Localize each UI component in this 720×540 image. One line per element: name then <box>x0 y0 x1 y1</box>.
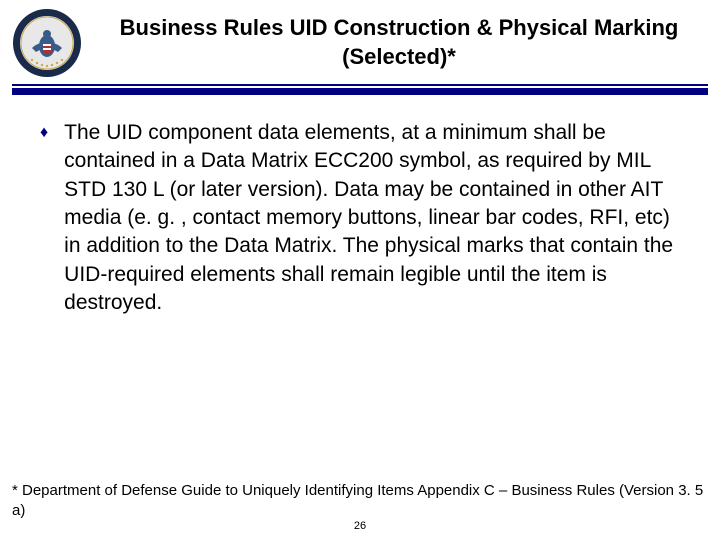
page-number: 26 <box>0 520 720 532</box>
title-line-2: (Selected)* <box>342 44 456 69</box>
slide-body: ♦ The UID component data elements, at a … <box>0 95 720 317</box>
title-rule <box>0 84 720 95</box>
bullet-item: ♦ The UID component data elements, at a … <box>40 119 680 317</box>
rule-thick <box>12 88 708 95</box>
rule-thin <box>12 84 708 86</box>
slide-header: Business Rules UID Construction & Physic… <box>0 0 720 82</box>
diamond-bullet-icon: ♦ <box>40 122 48 144</box>
slide-title: Business Rules UID Construction & Physic… <box>82 14 708 71</box>
title-line-1: Business Rules UID Construction & Physic… <box>120 15 679 40</box>
footnote: * Department of Defense Guide to Uniquel… <box>12 481 708 520</box>
dod-seal-icon <box>12 8 82 78</box>
bullet-text: The UID component data elements, at a mi… <box>64 119 680 317</box>
